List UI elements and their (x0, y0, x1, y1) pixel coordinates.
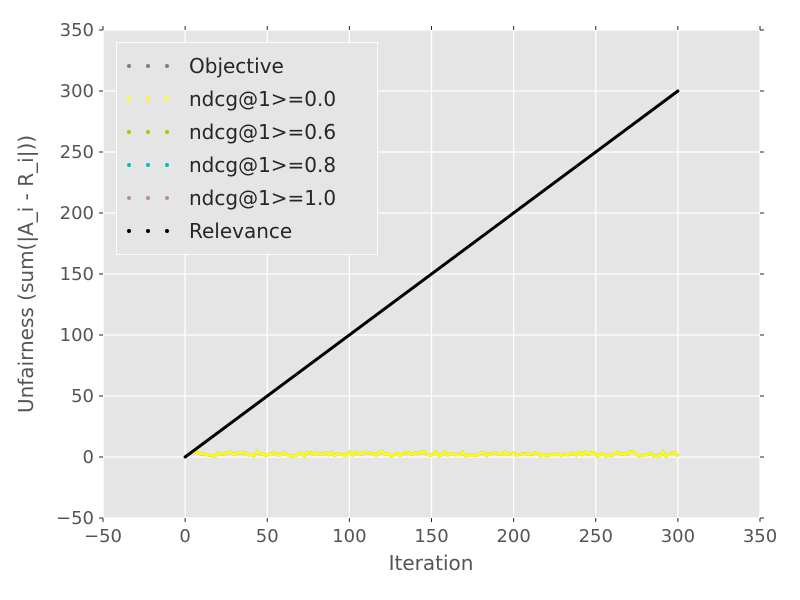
legend-label: ndcg@1>=0.0 (189, 87, 337, 111)
legend-label: Relevance (189, 219, 293, 243)
legend-dot-icon (165, 229, 169, 233)
legend-marker-dots (127, 97, 189, 101)
x-tick-label: 150 (414, 526, 448, 547)
legend-dot-icon (146, 163, 150, 167)
legend-label: ndcg@1>=1.0 (189, 186, 337, 210)
legend-item: ndcg@1>=0.6 (127, 120, 377, 144)
legend-item: ndcg@1>=0.0 (127, 87, 377, 111)
legend: Objective ndcg@1>=0.0 ndcg@1>=0.6 ndcg@1>=0… (116, 42, 378, 255)
legend-dot-icon (146, 229, 150, 233)
y-tick-label: 150 (60, 264, 94, 285)
y-tick-label: 50 (71, 386, 94, 407)
legend-label: ndcg@1>=0.8 (189, 153, 337, 177)
legend-marker-dots (127, 163, 189, 167)
y-tick-label: 0 (83, 447, 94, 468)
legend-dot-icon (165, 163, 169, 167)
legend-dot-icon (127, 64, 131, 68)
x-tick-label: 300 (661, 526, 695, 547)
legend-item: ndcg@1>=1.0 (127, 186, 377, 210)
series-line-ndcg@1>=0.0 (184, 449, 679, 459)
legend-dot-icon (127, 229, 131, 233)
x-tick-label: 50 (256, 526, 279, 547)
x-tick-label: 350 (743, 526, 777, 547)
x-tick-label: 200 (496, 526, 530, 547)
legend-item: ndcg@1>=0.8 (127, 153, 377, 177)
legend-dot-icon (165, 130, 169, 134)
y-axis-label: Unfairness (sum(|A_i - R_i|)) (14, 135, 38, 413)
legend-dot-icon (165, 64, 169, 68)
legend-dot-icon (165, 97, 169, 101)
legend-dot-icon (165, 196, 169, 200)
x-tick-label: 250 (579, 526, 613, 547)
x-tick-label: 0 (179, 526, 190, 547)
legend-marker-dots (127, 196, 189, 200)
y-tick-label: 200 (60, 203, 94, 224)
legend-label: ndcg@1>=0.6 (189, 120, 337, 144)
legend-dot-icon (146, 130, 150, 134)
legend-dot-icon (146, 196, 150, 200)
legend-dot-icon (146, 97, 150, 101)
legend-dot-icon (127, 97, 131, 101)
y-tick-label: −50 (56, 508, 94, 529)
x-axis-label: Iteration (389, 551, 474, 575)
legend-dot-icon (127, 196, 131, 200)
legend-item: Objective (127, 54, 377, 78)
legend-marker-dots (127, 130, 189, 134)
series-line-Relevance (183, 89, 680, 459)
y-tick-label: 300 (60, 81, 94, 102)
x-tick-label: 100 (332, 526, 366, 547)
x-tick-label: −50 (84, 526, 122, 547)
legend-dot-icon (127, 130, 131, 134)
y-tick-label: 100 (60, 325, 94, 346)
legend-marker-dots (127, 229, 189, 233)
legend-dot-icon (146, 64, 150, 68)
legend-item: Relevance (127, 219, 377, 243)
y-tick-label: 250 (60, 142, 94, 163)
legend-marker-dots (127, 64, 189, 68)
legend-dot-icon (127, 163, 131, 167)
legend-label: Objective (189, 54, 284, 78)
y-tick-label: 350 (60, 20, 94, 41)
